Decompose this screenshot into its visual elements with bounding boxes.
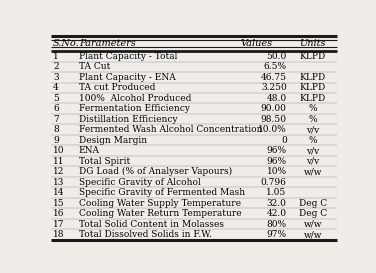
Text: 90.00: 90.00 bbox=[261, 104, 287, 113]
Text: 0.796: 0.796 bbox=[261, 178, 287, 187]
Text: KLPD: KLPD bbox=[300, 94, 326, 103]
Text: 10%: 10% bbox=[267, 167, 287, 176]
Text: Deg C: Deg C bbox=[299, 209, 327, 218]
Text: 96%: 96% bbox=[267, 146, 287, 155]
Text: 2: 2 bbox=[53, 62, 59, 71]
Text: Fermentation Efficiency: Fermentation Efficiency bbox=[79, 104, 190, 113]
Text: %: % bbox=[308, 136, 317, 145]
Text: KLPD: KLPD bbox=[300, 83, 326, 92]
Text: 6.5%: 6.5% bbox=[264, 62, 287, 71]
Text: Deg C: Deg C bbox=[299, 199, 327, 207]
Text: %: % bbox=[308, 104, 317, 113]
Text: v/v: v/v bbox=[306, 157, 319, 166]
Text: 0: 0 bbox=[281, 136, 287, 145]
Text: 18: 18 bbox=[53, 230, 65, 239]
Text: Cooling Water Return Temperature: Cooling Water Return Temperature bbox=[79, 209, 241, 218]
Text: v/v: v/v bbox=[306, 146, 319, 155]
Text: 3: 3 bbox=[53, 73, 59, 82]
Text: Values: Values bbox=[241, 39, 273, 48]
Text: Design Margin: Design Margin bbox=[79, 136, 147, 145]
Text: 5: 5 bbox=[53, 94, 59, 103]
Text: Plant Capacity - ENA: Plant Capacity - ENA bbox=[79, 73, 176, 82]
Text: Units: Units bbox=[299, 39, 326, 48]
Text: 50.0: 50.0 bbox=[267, 52, 287, 61]
Text: Fermented Wash Alcohol Concentration: Fermented Wash Alcohol Concentration bbox=[79, 125, 262, 134]
Text: TA cut Produced: TA cut Produced bbox=[79, 83, 155, 92]
Text: Cooling Water Supply Temperature: Cooling Water Supply Temperature bbox=[79, 199, 241, 207]
Text: 15: 15 bbox=[53, 199, 65, 207]
Text: 97%: 97% bbox=[267, 230, 287, 239]
Text: S.No.: S.No. bbox=[53, 39, 80, 48]
Text: ENA: ENA bbox=[79, 146, 100, 155]
Text: 10: 10 bbox=[53, 146, 65, 155]
Text: 80%: 80% bbox=[267, 219, 287, 229]
Text: 32.0: 32.0 bbox=[267, 199, 287, 207]
Text: 16: 16 bbox=[53, 209, 65, 218]
Text: Total Dissolved Solids in F.W.: Total Dissolved Solids in F.W. bbox=[79, 230, 212, 239]
Text: 10.0%: 10.0% bbox=[258, 125, 287, 134]
Text: 8: 8 bbox=[53, 125, 59, 134]
Text: w/w: w/w bbox=[303, 230, 322, 239]
Text: 7: 7 bbox=[53, 115, 59, 124]
Text: 13: 13 bbox=[53, 178, 65, 187]
Text: 1: 1 bbox=[53, 52, 59, 61]
Text: v/v: v/v bbox=[306, 125, 319, 134]
Text: Parameters: Parameters bbox=[79, 39, 136, 48]
Text: 1.05: 1.05 bbox=[267, 188, 287, 197]
Text: 9: 9 bbox=[53, 136, 59, 145]
Text: 4: 4 bbox=[53, 83, 59, 92]
Text: w/w: w/w bbox=[303, 219, 322, 229]
Text: Distillation Efficiency: Distillation Efficiency bbox=[79, 115, 177, 124]
Text: DG Load (% of Analyser Vapours): DG Load (% of Analyser Vapours) bbox=[79, 167, 232, 176]
Text: 12: 12 bbox=[53, 167, 65, 176]
Text: KLPD: KLPD bbox=[300, 73, 326, 82]
Text: 6: 6 bbox=[53, 104, 59, 113]
Text: 48.0: 48.0 bbox=[267, 94, 287, 103]
Text: Total Spirit: Total Spirit bbox=[79, 157, 130, 166]
Text: Total Solid Content in Molasses: Total Solid Content in Molasses bbox=[79, 219, 224, 229]
Text: KLPD: KLPD bbox=[300, 52, 326, 61]
Text: 42.0: 42.0 bbox=[267, 209, 287, 218]
Text: w/w: w/w bbox=[303, 167, 322, 176]
Text: %: % bbox=[308, 115, 317, 124]
Text: Plant Capacity - Total: Plant Capacity - Total bbox=[79, 52, 177, 61]
Text: 46.75: 46.75 bbox=[261, 73, 287, 82]
Text: 3.250: 3.250 bbox=[261, 83, 287, 92]
Text: 17: 17 bbox=[53, 219, 65, 229]
Text: Specific Gravity of Alcohol: Specific Gravity of Alcohol bbox=[79, 178, 200, 187]
Text: 96%: 96% bbox=[267, 157, 287, 166]
Text: 11: 11 bbox=[53, 157, 65, 166]
Text: TA Cut: TA Cut bbox=[79, 62, 110, 71]
Text: 14: 14 bbox=[53, 188, 65, 197]
Text: Specific Gravity of Fermented Mash: Specific Gravity of Fermented Mash bbox=[79, 188, 245, 197]
Text: 100%  Alcohol Produced: 100% Alcohol Produced bbox=[79, 94, 191, 103]
Text: 98.50: 98.50 bbox=[261, 115, 287, 124]
